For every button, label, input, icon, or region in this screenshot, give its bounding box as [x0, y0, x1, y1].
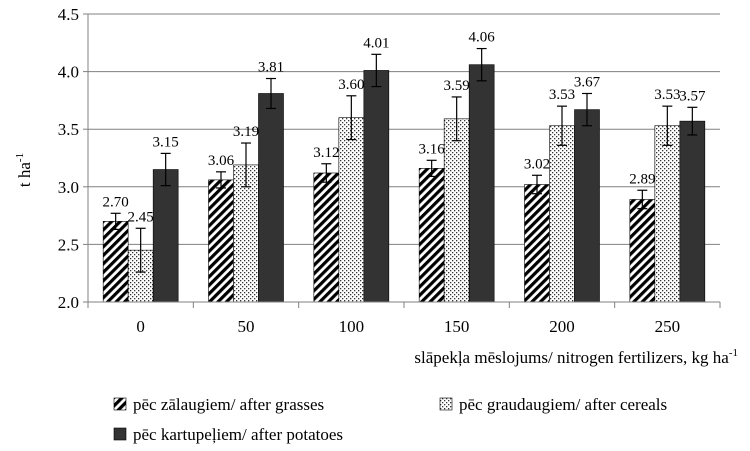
bar	[680, 121, 705, 302]
data-label: 4.01	[363, 35, 389, 51]
bar	[339, 118, 364, 302]
bar	[525, 184, 550, 302]
bar	[103, 221, 128, 302]
data-label: 3.53	[549, 87, 575, 103]
error-bars	[111, 49, 698, 272]
bars	[103, 65, 705, 302]
bar	[655, 126, 680, 302]
bar	[444, 119, 469, 302]
bar	[259, 93, 284, 302]
legend: pēc zālaugiem/ after grasses pēc graudaug…	[114, 395, 667, 444]
data-label: 3.59	[444, 78, 470, 94]
legend-swatch	[440, 398, 452, 410]
legend-label: pēc zālaugiem/ after grasses	[133, 395, 324, 414]
legend-swatch	[114, 428, 126, 440]
bar	[419, 168, 444, 302]
data-label: 3.16	[419, 141, 446, 157]
data-labels: 2.70 3.06 3.12 3.16 3.02 2.89 2.45 3.19 3.60 3.59…	[103, 30, 706, 226]
x-tick-label: 100	[339, 317, 365, 336]
x-tick-label: 200	[549, 317, 575, 336]
bar	[364, 70, 389, 302]
data-label: 2.89	[629, 171, 655, 187]
x-axis-title: slāpekļa mēslojums/ nitrogen fertilizers…	[414, 347, 738, 367]
y-tick-label: 3.0	[58, 178, 79, 197]
x-tick-label: 250	[655, 317, 681, 336]
bar	[630, 199, 655, 302]
data-label: 3.15	[153, 134, 179, 150]
data-label: 3.12	[313, 145, 339, 161]
bar	[153, 170, 178, 302]
y-tick-label: 4.0	[58, 63, 79, 82]
data-label: 3.57	[679, 88, 706, 104]
data-label: 3.81	[258, 60, 284, 76]
x-tick-label: 50	[238, 317, 255, 336]
data-label: 3.60	[338, 77, 364, 93]
legend-label: pēc graudaugiem/ after cereals	[459, 395, 667, 414]
bar	[575, 110, 600, 302]
data-label: 3.02	[524, 156, 550, 172]
legend-swatch	[114, 398, 126, 410]
bar	[550, 126, 575, 302]
y-tick-label: 4.5	[58, 5, 79, 24]
x-tick-label: 150	[444, 317, 470, 336]
data-label: 3.53	[654, 87, 680, 103]
data-label: 2.70	[103, 194, 129, 210]
y-axis-title: t ha-1	[14, 153, 34, 187]
y-tick-label: 3.5	[58, 120, 79, 139]
y-tick-label: 2.5	[58, 235, 79, 254]
data-label: 2.45	[128, 209, 154, 225]
bar	[469, 65, 494, 302]
x-tick-label: 0	[136, 317, 145, 336]
gridlines	[88, 14, 720, 244]
data-label: 3.06	[208, 153, 235, 169]
data-label: 4.06	[469, 30, 496, 46]
y-tick-label: 2.0	[58, 293, 79, 312]
data-label: 3.67	[574, 74, 601, 90]
bar	[209, 180, 234, 302]
bar	[314, 173, 339, 302]
legend-label: pēc kartupeļiem/ after potatoes	[133, 425, 343, 444]
data-label: 3.19	[233, 124, 259, 140]
